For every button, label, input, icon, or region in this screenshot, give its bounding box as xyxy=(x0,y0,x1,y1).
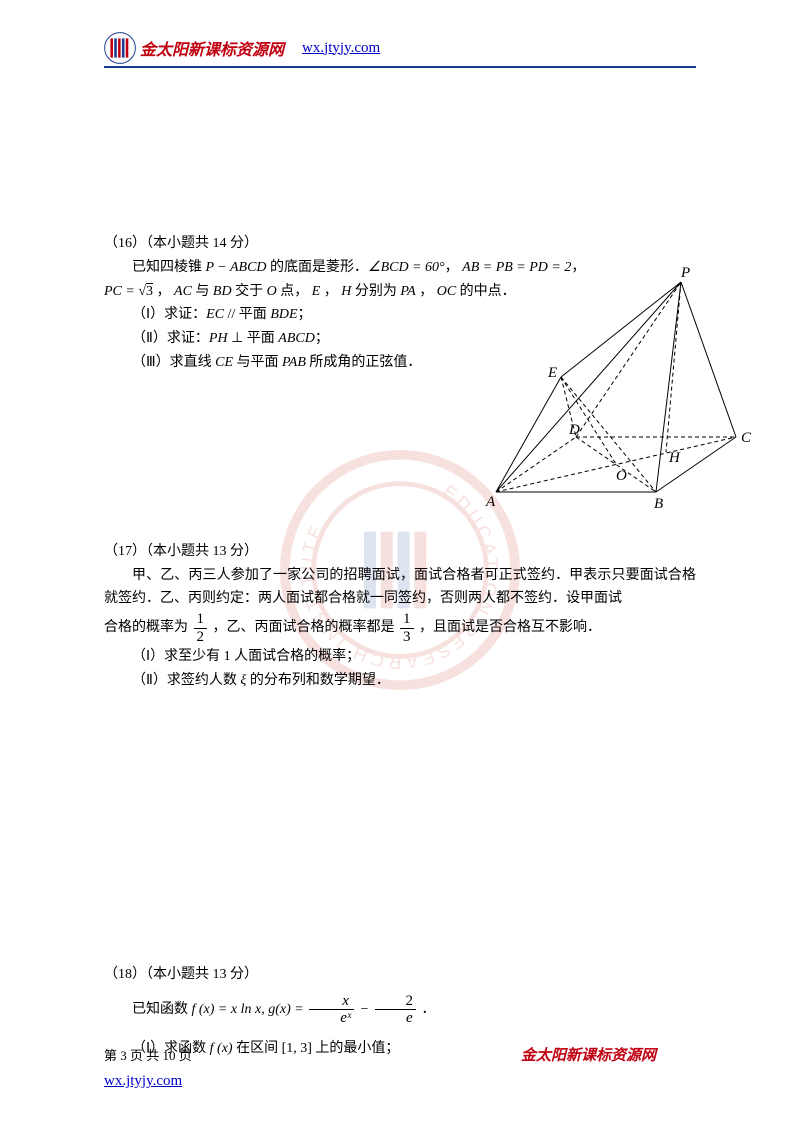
header-title: 金太阳新课标资源网 xyxy=(140,36,284,60)
q16-part-2: （Ⅱ）求证：PH ⊥ 平面 ABCD； xyxy=(104,327,454,351)
q16-part-1: （Ⅰ）求证：EC // 平面 BDE； xyxy=(104,303,454,327)
q16-marker: （16）（本小题共 14 分） xyxy=(104,232,696,256)
pyramid-diagram: P A B C D E O H xyxy=(476,262,756,522)
fraction-x-ex: xeˣ xyxy=(309,993,354,1027)
page-footer: 第 3 页 共 10 页 金太阳新课标资源网 wx.jtyjy.com xyxy=(104,1044,696,1090)
footer-page: 第 3 页 共 10 页 xyxy=(104,1045,192,1064)
footer-link[interactable]: wx.jtyjy.com xyxy=(104,1073,182,1090)
q17-marker: （17）（本小题共 13 分） xyxy=(104,540,696,564)
problem-16: （16）（本小题共 14 分） 已知四棱锥 P − ABCD 的底面是菱形．∠B… xyxy=(104,232,696,375)
fraction-2-e: 2e xyxy=(375,993,417,1027)
fraction-half: 12 xyxy=(194,611,208,645)
problem-17: （17）（本小题共 13 分） 甲、乙、丙三人参加了一家公司的招聘面试，面试合格… xyxy=(104,540,696,693)
label-D: D xyxy=(568,422,580,438)
q18-def: 已知函数 f (x) = x ln x, g(x) = xeˣ − 2e ． xyxy=(104,993,696,1027)
logo-icon xyxy=(104,32,136,64)
label-E: E xyxy=(547,365,557,381)
q17-part-2: （Ⅱ）求签约人数 ξ 的分布列和数学期望． xyxy=(104,669,696,693)
label-P: P xyxy=(680,265,690,281)
content-area: （16）（本小题共 14 分） 已知四棱锥 P − ABCD 的底面是菱形．∠B… xyxy=(104,232,696,1100)
label-H: H xyxy=(668,450,681,466)
footer-brand: 金太阳新课标资源网 xyxy=(521,1044,656,1065)
q18-marker: （18）（本小题共 13 分） xyxy=(104,963,696,987)
page-header: 金太阳新课标资源网 wx.jtyjy.com xyxy=(104,32,696,68)
label-B: B xyxy=(654,496,663,512)
label-C: C xyxy=(741,430,752,446)
fraction-third: 13 xyxy=(400,611,414,645)
label-O: O xyxy=(616,468,627,484)
header-link[interactable]: wx.jtyjy.com xyxy=(302,40,380,57)
label-A: A xyxy=(485,494,496,510)
q17-paragraph: 甲、乙、丙三人参加了一家公司的招聘面试，面试合格者可正式签约．甲表示只要面试合格… xyxy=(104,564,696,612)
q17-line-prob: 合格的概率为 12 ，乙、丙面试合格的概率都是 13 ，且面试是否合格互不影响． xyxy=(104,611,696,645)
q16-part-3: （Ⅲ）求直线 CE 与平面 PAB 所成角的正弦值． xyxy=(104,351,454,375)
q17-part-1: （Ⅰ）求至少有 1 人面试合格的概率； xyxy=(104,645,696,669)
